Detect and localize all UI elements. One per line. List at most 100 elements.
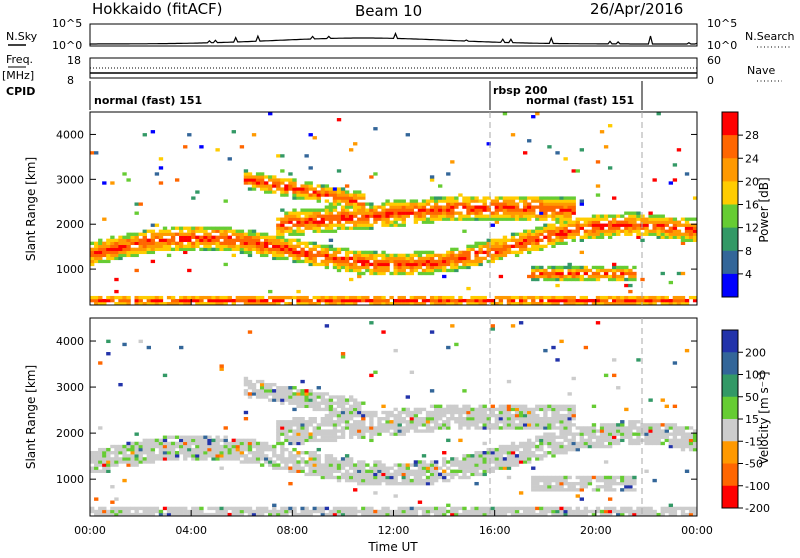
heatmap-cell <box>632 220 637 224</box>
heatmap-cell <box>320 420 326 424</box>
heatmap-cell <box>482 469 487 473</box>
heatmap-cell <box>417 256 423 261</box>
heatmap-cell <box>227 441 232 446</box>
heatmap-cell <box>413 253 419 258</box>
heatmap-cell <box>373 463 378 467</box>
heatmap-cell <box>365 475 370 480</box>
heatmap-cell <box>409 253 415 258</box>
heatmap-cell <box>357 205 362 209</box>
heatmap-cell <box>357 217 362 221</box>
heatmap-cell <box>616 438 621 443</box>
heatmap-cell <box>680 223 686 227</box>
heatmap-cell <box>259 301 265 306</box>
station-title: Hokkaido (fitACF) <box>92 0 223 18</box>
heatmap-cell <box>320 407 326 412</box>
heatmap-cell <box>353 407 358 412</box>
heatmap-cell <box>522 460 528 464</box>
heatmap-cell <box>442 256 447 261</box>
heatmap-cell <box>438 253 443 258</box>
heatmap-cell <box>179 435 184 439</box>
heatmap-cell <box>676 271 682 276</box>
heatmap-cell <box>332 223 338 227</box>
heatmap-cell <box>353 211 358 215</box>
heatmap-cell <box>377 512 382 517</box>
heatmap-cell <box>138 447 143 452</box>
heatmap-cell <box>413 417 419 421</box>
heatmap-cell <box>381 478 386 483</box>
heatmap-cell <box>118 382 123 387</box>
heatmap-cell <box>357 472 362 477</box>
heatmap-cell <box>304 389 309 393</box>
heatmap-cell <box>393 202 398 206</box>
heatmap-cell <box>397 410 402 415</box>
heatmap-cell <box>644 432 649 436</box>
heatmap-cell <box>405 211 410 215</box>
heatmap-cell <box>409 506 415 511</box>
heatmap-cell <box>138 451 143 455</box>
heatmap-cell <box>433 196 439 200</box>
heatmap-cell <box>433 472 439 477</box>
heatmap-cell <box>138 232 143 236</box>
heatmap-cell <box>174 454 180 458</box>
heatmap-cell <box>656 435 661 439</box>
heatmap-cell <box>620 423 625 427</box>
heatmap-cell <box>640 277 645 282</box>
heatmap-cell <box>676 298 682 303</box>
heatmap-cell <box>680 438 686 443</box>
heatmap-cell <box>344 196 350 200</box>
heatmap-cell <box>304 208 309 212</box>
heatmap-cell <box>531 196 536 200</box>
heatmap-cell <box>551 475 556 480</box>
heatmap-cell <box>324 413 330 418</box>
heatmap-cell <box>268 457 273 461</box>
heatmap-cell <box>527 205 532 209</box>
heatmap-cell <box>357 478 362 483</box>
heatmap-cell <box>308 395 313 399</box>
heatmap-cell <box>660 271 665 276</box>
heatmap-cell <box>466 509 471 514</box>
heatmap-cell <box>514 232 520 236</box>
heatmap-cell <box>361 265 366 270</box>
heatmap-cell <box>138 238 143 242</box>
heatmap-cell <box>518 512 524 517</box>
heatmap-cell <box>462 463 467 467</box>
heatmap-cell <box>531 444 536 449</box>
heatmap-cell <box>170 235 176 239</box>
heatmap-cell <box>474 451 479 455</box>
heatmap-cell <box>478 295 483 300</box>
heatmap-cell <box>336 420 342 424</box>
heatmap-cell <box>102 451 107 455</box>
heatmap-cell <box>409 410 415 415</box>
heatmap-cell <box>466 413 471 418</box>
heatmap-cell <box>429 413 435 418</box>
heatmap-cell <box>636 232 641 236</box>
heatmap-cell <box>272 454 277 458</box>
heatmap-cell <box>421 262 427 267</box>
heatmap-cell <box>191 232 196 236</box>
y-tick-label: 2000 <box>56 218 84 231</box>
heatmap-cell <box>255 295 261 300</box>
heatmap-cell <box>421 407 427 412</box>
heatmap-cell <box>146 298 151 303</box>
heatmap-cell <box>304 259 309 264</box>
heatmap-cell <box>191 235 196 239</box>
heatmap-cell <box>563 265 568 270</box>
heatmap-cell <box>231 454 236 458</box>
heatmap-cell <box>102 253 107 258</box>
heatmap-cell <box>255 379 261 384</box>
heatmap-cell <box>332 190 338 194</box>
heatmap-cell <box>211 298 216 303</box>
heatmap-cell <box>527 509 532 514</box>
heatmap-cell <box>259 509 265 514</box>
heatmap-cell <box>94 298 99 303</box>
heatmap-cell <box>486 253 491 258</box>
heatmap-cell <box>543 423 548 427</box>
heatmap-cell <box>332 395 338 399</box>
heatmap-cell <box>280 193 285 197</box>
heatmap-cell <box>166 238 172 242</box>
heatmap-cell <box>312 247 317 252</box>
heatmap-cell <box>425 481 431 486</box>
heatmap-cell <box>579 226 584 230</box>
heatmap-cell <box>373 426 378 430</box>
